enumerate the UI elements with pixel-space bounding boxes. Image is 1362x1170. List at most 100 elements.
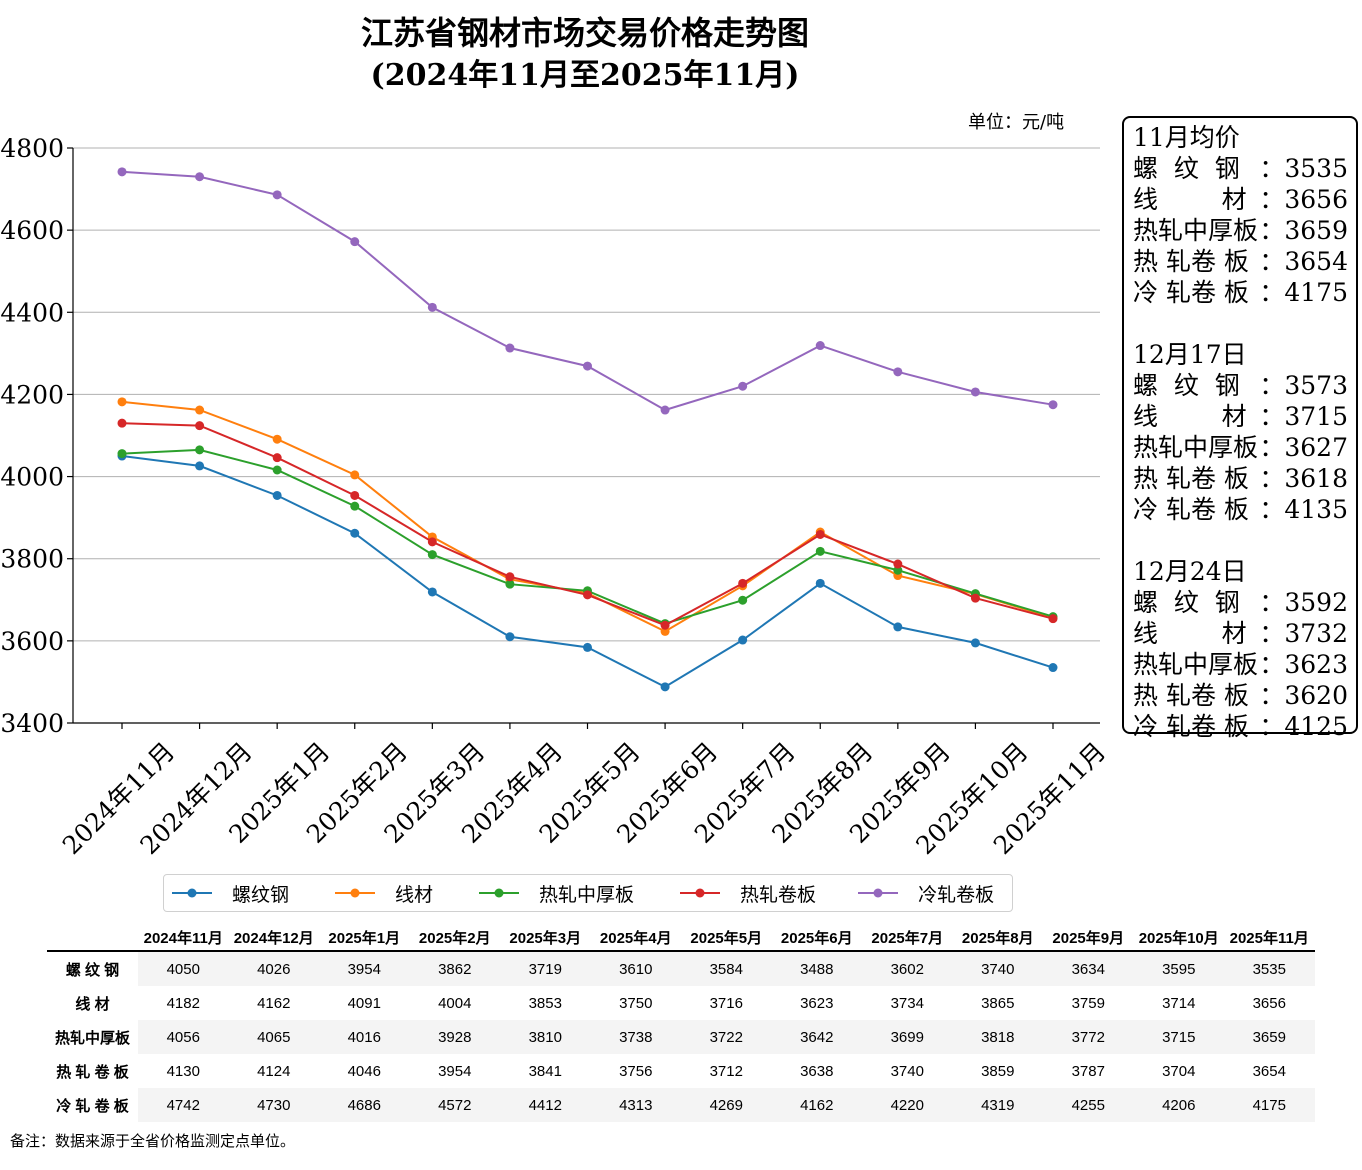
table-column-header: 2025年6月 xyxy=(771,924,862,952)
data-point xyxy=(583,642,592,652)
summary-value: ：3627 xyxy=(1259,433,1348,462)
table-cell: 3654 xyxy=(1252,1062,1286,1080)
data-point xyxy=(738,635,748,645)
data-point xyxy=(893,559,903,569)
table-column-header: 2024年11月 xyxy=(138,924,229,952)
legend-marker xyxy=(172,888,212,898)
data-point xyxy=(272,490,282,500)
line-chart: 340036003800400042004400460048002024年11月… xyxy=(0,134,1111,860)
table-cell: 3859 xyxy=(981,1062,1015,1080)
data-point xyxy=(815,546,825,556)
data-point xyxy=(738,595,748,605)
table-cell: 3659 xyxy=(1224,1020,1315,1054)
data-point xyxy=(350,528,360,538)
summary-value: ：3732 xyxy=(1259,619,1348,648)
summary-value: ：3623 xyxy=(1259,650,1348,679)
summary-row: 线 材 ：3732 xyxy=(1133,618,1348,649)
table-cell: 3756 xyxy=(619,1062,653,1080)
data-point xyxy=(195,461,205,471)
table-cell: 4130 xyxy=(166,1062,200,1080)
summary-value: ：3715 xyxy=(1259,402,1348,431)
data-point xyxy=(505,579,515,589)
table-cell: 3750 xyxy=(619,994,653,1012)
data-point xyxy=(350,470,360,480)
table-cell: 4686 xyxy=(319,1088,410,1122)
table-column-header: 2025年7月 xyxy=(862,924,953,952)
table-cell: 3734 xyxy=(890,994,924,1012)
data-point xyxy=(505,572,515,582)
table-column-header: 2025年1月 xyxy=(319,924,410,952)
summary-row: 热 轧卷 板 ：3618 xyxy=(1133,463,1348,494)
summary-group: 12月24日螺 纹 钢：3592 线 材：3732 热轧中厚板 ：3623 热 轧卷 板… xyxy=(1133,556,1348,742)
table-cell: 4313 xyxy=(590,1088,681,1122)
summary-group-title: 12月24日 xyxy=(1133,557,1247,586)
summary-group: 12月17日螺 纹 钢：3573 线 材：3715 热轧中厚板 ：3627 热 轧卷 板… xyxy=(1133,339,1348,525)
table-cell: 4124 xyxy=(257,1062,291,1080)
table-cell: 3656 xyxy=(1252,994,1286,1012)
data-point xyxy=(117,449,127,459)
data-point xyxy=(738,381,748,391)
legend-label: 热轧卷板 xyxy=(740,883,817,906)
footnote: 备注：数据来源于全省价格监测定点单位。 xyxy=(10,1132,296,1150)
summary-value: ：3656 xyxy=(1259,185,1348,214)
table-column-header: 2025年8月 xyxy=(952,924,1043,952)
data-point xyxy=(272,190,282,200)
legend-item: 热轧中厚板 xyxy=(477,880,634,907)
summary-value: ：4175 xyxy=(1259,278,1348,307)
summary-label: 螺 纹 钢 xyxy=(1133,371,1240,400)
summary-row: 冷 轧卷 板 ：4175 xyxy=(1133,277,1348,308)
table-cell: 3740 xyxy=(890,1062,924,1080)
table-cell: 4050 xyxy=(138,951,229,986)
table-cell: 4206 xyxy=(1133,1088,1224,1122)
data-point xyxy=(272,453,282,463)
table-cell: 3818 xyxy=(952,1020,1043,1054)
unit-label: 单位：元/吨 xyxy=(968,112,1065,133)
table-row: 热轧中厚板 4056 4065 4016 3928 3810 3738 3722 3642 369… xyxy=(47,1020,1315,1054)
table-cell: 4269 xyxy=(681,1088,772,1122)
y-tick-label: 3600 xyxy=(0,627,64,656)
legend-label: 热轧中厚板 xyxy=(539,883,635,906)
table-cell: 3954 xyxy=(438,1062,472,1080)
data-point xyxy=(1048,400,1058,410)
table-cell: 4065 xyxy=(228,1020,319,1054)
legend-marker xyxy=(858,888,899,898)
data-point xyxy=(1048,663,1058,673)
table-cell: 3488 xyxy=(771,951,862,986)
table-column-header: 2025年11月 xyxy=(1224,924,1315,952)
data-point xyxy=(195,445,205,455)
summary-value: ：3592 xyxy=(1259,588,1348,617)
data-point xyxy=(272,434,282,444)
summary-label: 螺 纹 钢 xyxy=(1133,154,1240,183)
summary-row: 热轧中厚板 ：3627 xyxy=(1133,432,1348,463)
table-cell: 3716 xyxy=(709,994,743,1012)
data-point xyxy=(738,578,748,588)
table-cell: 4182 xyxy=(166,994,200,1012)
data-point xyxy=(660,682,670,692)
data-point xyxy=(660,620,670,630)
summary-label: 热轧中厚板 xyxy=(1133,650,1259,679)
data-point xyxy=(350,237,360,247)
summary-value: ：3573 xyxy=(1259,371,1348,400)
table-cell: 4730 xyxy=(228,1088,319,1122)
data-point xyxy=(505,632,515,642)
summary-label: 冷 轧卷 板 xyxy=(1133,278,1249,307)
table-cell: 3535 xyxy=(1224,951,1315,986)
data-point xyxy=(660,626,670,636)
y-tick-label: 4200 xyxy=(0,380,64,409)
table-cell: 3810 xyxy=(500,1020,591,1054)
chart-title: 江苏省钢材市场交易价格走势图 xyxy=(360,14,809,52)
data-point xyxy=(427,537,437,547)
data-point xyxy=(815,529,825,539)
data-point xyxy=(195,421,205,431)
summary-row: 线 材 ：3715 xyxy=(1133,401,1348,432)
table-cell: 3712 xyxy=(709,1062,743,1080)
table-cell: 4412 xyxy=(500,1088,591,1122)
table-cell: 4255 xyxy=(1043,1088,1134,1122)
summary-row: 螺 纹 钢 ：3535 xyxy=(1133,153,1348,184)
data-point xyxy=(893,367,903,377)
y-tick-label: 3400 xyxy=(0,709,64,738)
table-cell: 4220 xyxy=(862,1088,953,1122)
data-point xyxy=(970,638,980,648)
table-cell: 3740 xyxy=(952,951,1043,986)
summary-row: 冷 轧卷 板 ：4125 xyxy=(1133,711,1348,742)
